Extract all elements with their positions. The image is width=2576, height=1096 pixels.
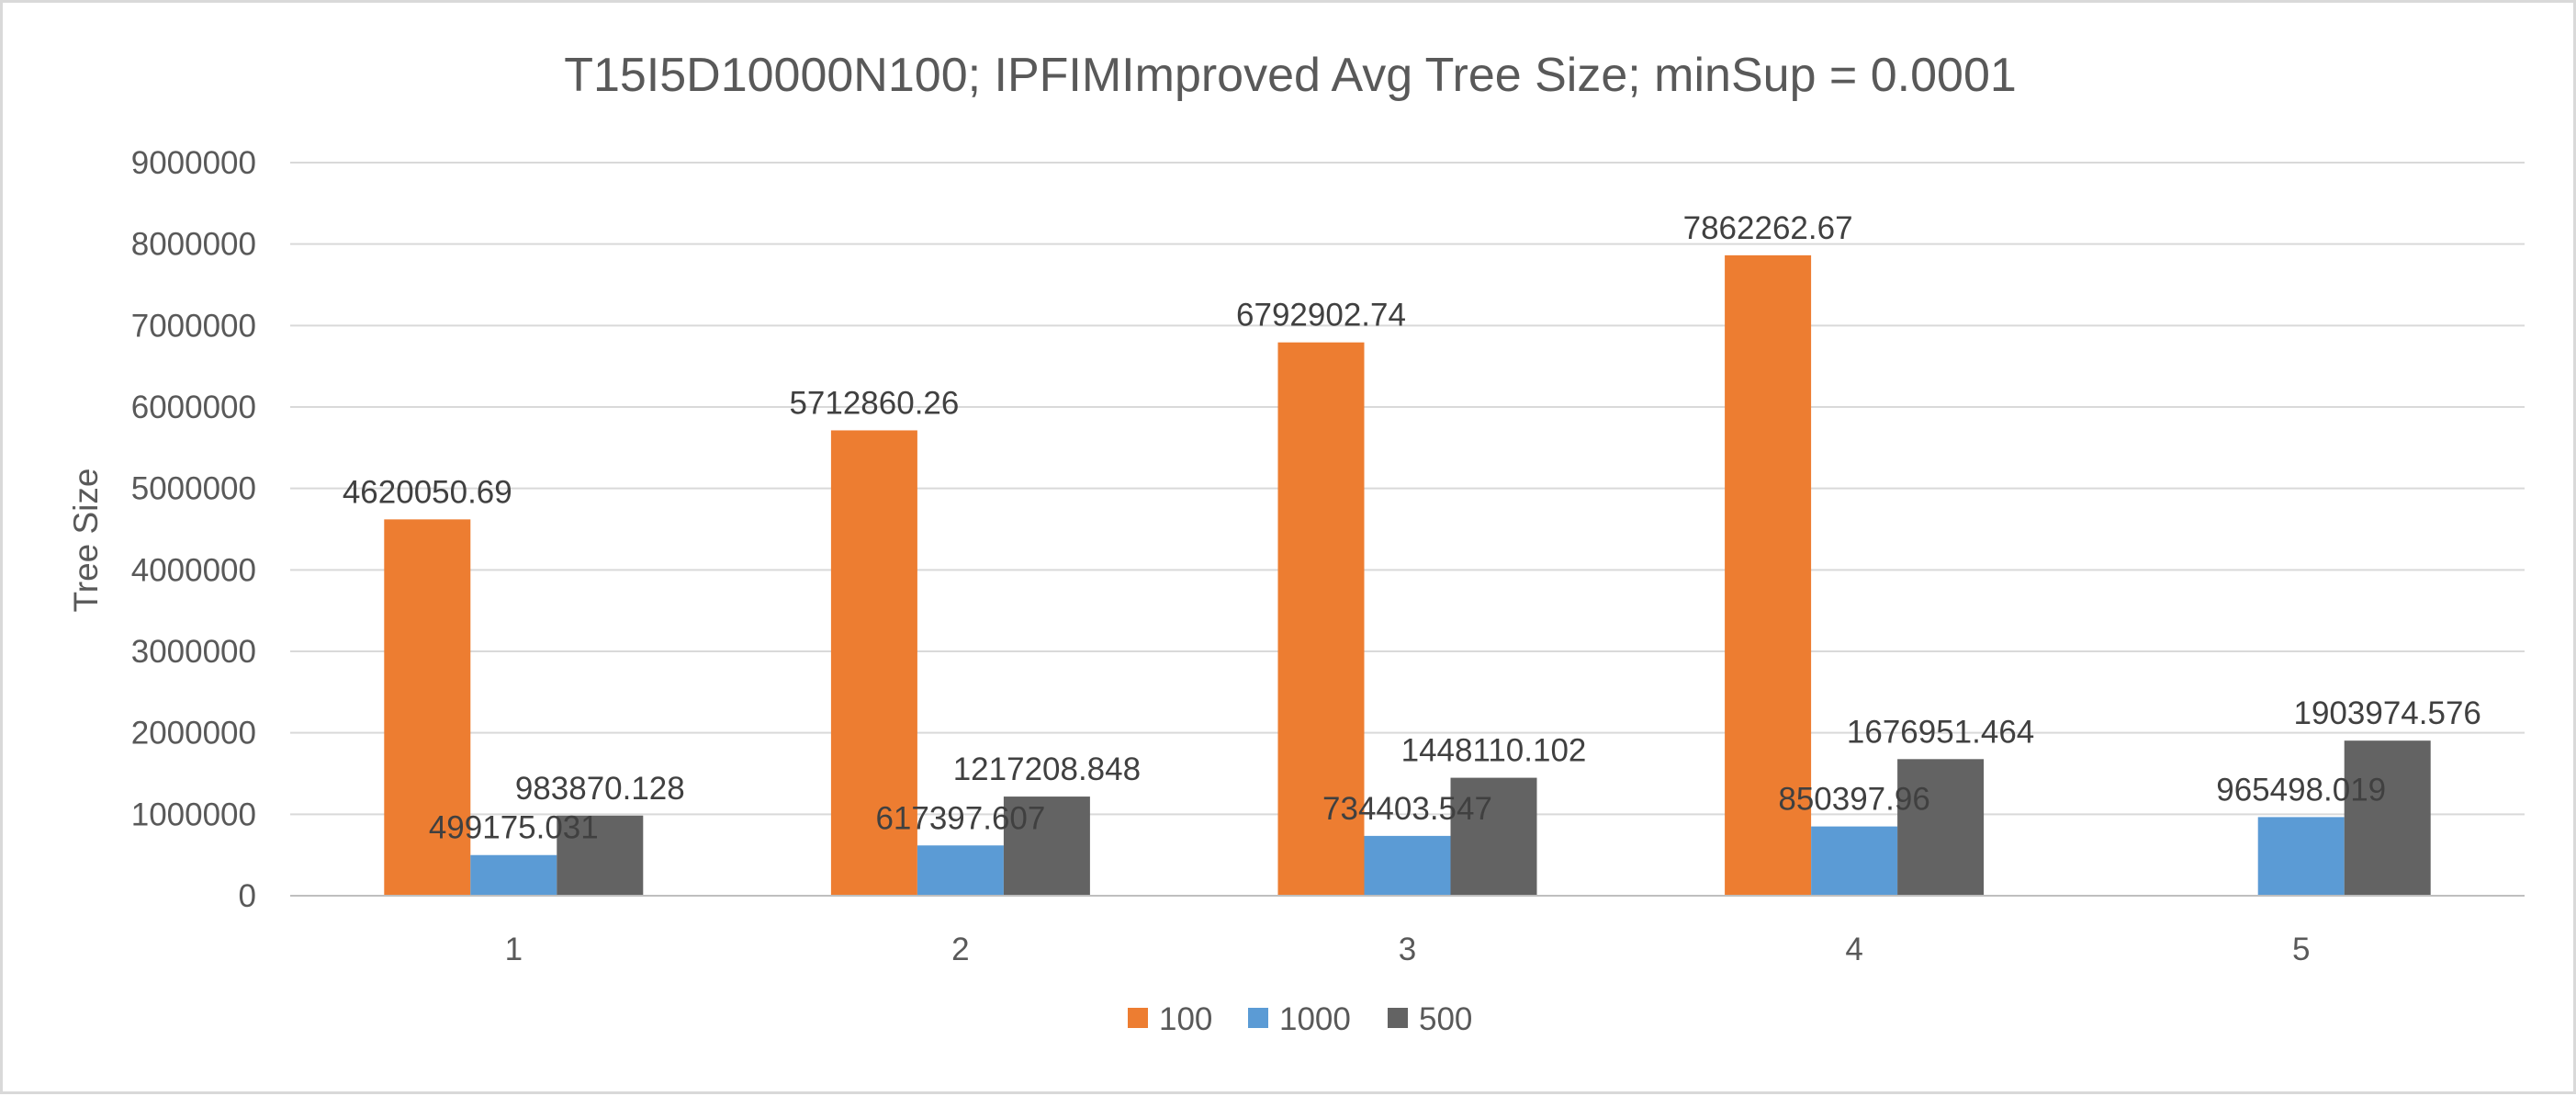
y-tick-label: 1000000 <box>131 797 256 832</box>
data-label: 1676951.464 <box>1847 714 2034 750</box>
data-label: 850397.96 <box>1778 782 1929 818</box>
y-tick-label: 8000000 <box>131 227 256 263</box>
bar-series-1000-cat-3 <box>1364 835 1451 896</box>
bar-series-500-cat-2 <box>1003 797 1090 896</box>
legend: 100 1000 500 <box>1128 1001 1472 1037</box>
x-tick-label: 1 <box>505 932 523 967</box>
y-tick-label: 9000000 <box>131 145 256 181</box>
bar-series-500-cat-4 <box>1897 759 1985 896</box>
y-tick-label: 3000000 <box>131 634 256 670</box>
data-label: 7862262.67 <box>1683 210 1853 246</box>
data-label: 4620050.69 <box>343 474 512 510</box>
data-label: 1903974.576 <box>2294 695 2481 731</box>
gridlines <box>290 162 2525 816</box>
data-label: 965498.019 <box>2216 772 2386 808</box>
bar-series-1000-cat-5 <box>2257 817 2345 896</box>
legend-swatch <box>1248 1008 1268 1028</box>
y-axis-ticks: 0 1000000 2000000 3000000 4000000 5000000 6000… <box>131 145 256 914</box>
bar-series-1000-cat-2 <box>917 845 1004 896</box>
bar-series-500-cat-5 <box>2344 740 2431 896</box>
bar-series-100-cat-4 <box>1725 254 1812 896</box>
x-tick-label: 3 <box>1399 932 1416 967</box>
y-tick-label: 0 <box>239 878 256 914</box>
bar-series-100-cat-1 <box>384 519 471 896</box>
data-label: 734403.547 <box>1322 791 1492 827</box>
legend-swatch <box>1128 1008 1148 1028</box>
bars <box>384 254 2431 897</box>
bar-series-1000-cat-4 <box>1811 826 1898 896</box>
bar-chart: T15I5D10000N100; IPFIMImproved Avg Tree … <box>67 49 2525 1037</box>
bar-series-500-cat-3 <box>1450 777 1537 896</box>
data-label: 499175.031 <box>429 810 599 846</box>
bar-series-100-cat-3 <box>1277 342 1365 897</box>
data-label: 617397.607 <box>875 800 1045 836</box>
y-tick-label: 2000000 <box>131 716 256 751</box>
bar-series-500-cat-1 <box>557 815 644 896</box>
legend-label: 100 <box>1159 1001 1212 1037</box>
data-label: 1448110.102 <box>1401 733 1587 769</box>
x-axis-ticks: 1 2 3 4 5 <box>505 932 2311 967</box>
data-label: 5712860.26 <box>789 385 959 421</box>
y-tick-label: 6000000 <box>131 390 256 425</box>
x-tick-label: 4 <box>1845 932 1862 967</box>
chart-title: T15I5D10000N100; IPFIMImproved Avg Tree … <box>564 49 2017 102</box>
data-label: 983870.128 <box>515 771 685 807</box>
bar-series-100-cat-2 <box>830 430 917 896</box>
legend-swatch <box>1388 1008 1408 1028</box>
y-tick-label: 5000000 <box>131 471 256 507</box>
legend-label: 1000 <box>1279 1001 1351 1037</box>
data-label: 6792902.74 <box>1236 298 1406 333</box>
y-tick-label: 7000000 <box>131 308 256 344</box>
y-tick-label: 4000000 <box>131 552 256 588</box>
legend-label: 500 <box>1419 1001 1472 1037</box>
y-axis-title: Tree Size <box>67 469 105 613</box>
data-label: 1217208.848 <box>953 751 1141 787</box>
x-tick-label: 5 <box>2292 932 2310 967</box>
bar-series-1000-cat-1 <box>470 854 557 896</box>
x-tick-label: 2 <box>951 932 969 967</box>
